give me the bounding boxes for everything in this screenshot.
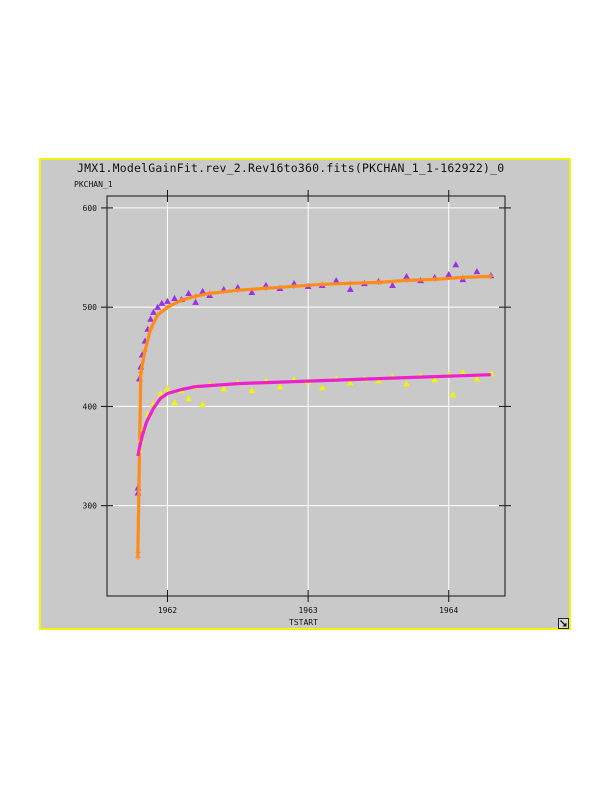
data-point-series-2 [155, 312, 161, 318]
data-point-series-2 [164, 304, 171, 310]
plot-frame [106, 195, 506, 597]
data-point-series-2 [193, 293, 199, 299]
data-point-series-2 [291, 283, 297, 289]
data-point-series-1 [164, 297, 171, 304]
data-point-series-3 [431, 376, 439, 383]
data-point-series-1 [403, 272, 410, 280]
data-point-series-2 [142, 348, 148, 354]
data-point-series-2 [235, 287, 241, 293]
data-point-series-2 [432, 276, 438, 282]
data-point-series-3 [220, 385, 228, 392]
data-point-series-3 [164, 385, 171, 392]
data-point-series-1 [192, 298, 200, 305]
data-point-series-1 [389, 281, 396, 289]
data-point-series-2 [488, 273, 494, 279]
data-point-series-3 [185, 395, 192, 402]
data-point-series-3 [403, 380, 410, 387]
data-point-series-2 [460, 274, 466, 280]
data-point-series-1 [171, 294, 178, 301]
y-tick-label: 400 [83, 402, 98, 411]
data-point-series-1 [290, 279, 298, 287]
data-point-series-3 [449, 391, 457, 398]
data-point-series-1 [248, 288, 256, 295]
data-point-series-1 [346, 285, 354, 293]
data-point-series-3 [346, 379, 354, 386]
data-point-series-2 [403, 277, 410, 283]
data-point-series-3 [199, 401, 207, 408]
data-point-series-2 [375, 279, 382, 285]
data-point-series-2 [135, 554, 141, 560]
y-axis-label: PKCHAN_1 [74, 180, 113, 189]
data-point-series-3 [459, 369, 467, 376]
data-point-series-1 [185, 289, 192, 296]
data-point-series-1 [158, 299, 166, 306]
y-tick-label: 500 [83, 303, 98, 312]
data-point-series-1 [445, 271, 453, 278]
data-point-series-1 [332, 276, 340, 284]
data-point-series-1 [199, 287, 207, 295]
x-tick-label: 1963 [298, 606, 317, 615]
data-point-series-3 [171, 399, 178, 406]
fit-line-series-2 [136, 274, 491, 558]
data-point-series-2 [319, 281, 325, 287]
data-point-series-3 [248, 387, 256, 394]
data-point-series-3 [318, 384, 326, 391]
chart-title: JMX1.ModelGainFit.rev_2.Rev16to360.fits(… [77, 161, 505, 175]
y-tick-label: 600 [83, 204, 98, 213]
data-point-series-1 [234, 283, 242, 291]
data-point-series-3 [276, 383, 284, 390]
data-point-series-1 [150, 308, 157, 315]
data-point-series-3 [157, 390, 164, 397]
y-tick-label: 300 [83, 502, 98, 511]
data-point-series-1 [262, 281, 270, 289]
x-axis-label: TSTART [289, 618, 318, 627]
data-point-series-1 [147, 315, 154, 322]
data-point-series-2 [135, 549, 141, 555]
data-point-series-2 [147, 326, 154, 332]
data-point-series-2 [138, 370, 144, 376]
resize-arrow-icon[interactable] [558, 618, 569, 629]
data-point-series-2 [263, 285, 269, 291]
data-point-series-1 [473, 268, 481, 275]
plot-panel [39, 158, 571, 630]
data-point-series-1 [154, 303, 162, 310]
data-point-series-2 [207, 290, 213, 296]
fit-line-series-4 [136, 373, 491, 457]
data-point-series-3 [375, 377, 382, 384]
data-point-series-2 [347, 280, 353, 286]
data-point-series-1 [452, 261, 460, 268]
x-tick-label: 1962 [158, 606, 177, 615]
x-tick-label: 1964 [439, 606, 458, 615]
data-point-series-3 [473, 375, 481, 382]
data-point-series-2 [178, 297, 185, 303]
